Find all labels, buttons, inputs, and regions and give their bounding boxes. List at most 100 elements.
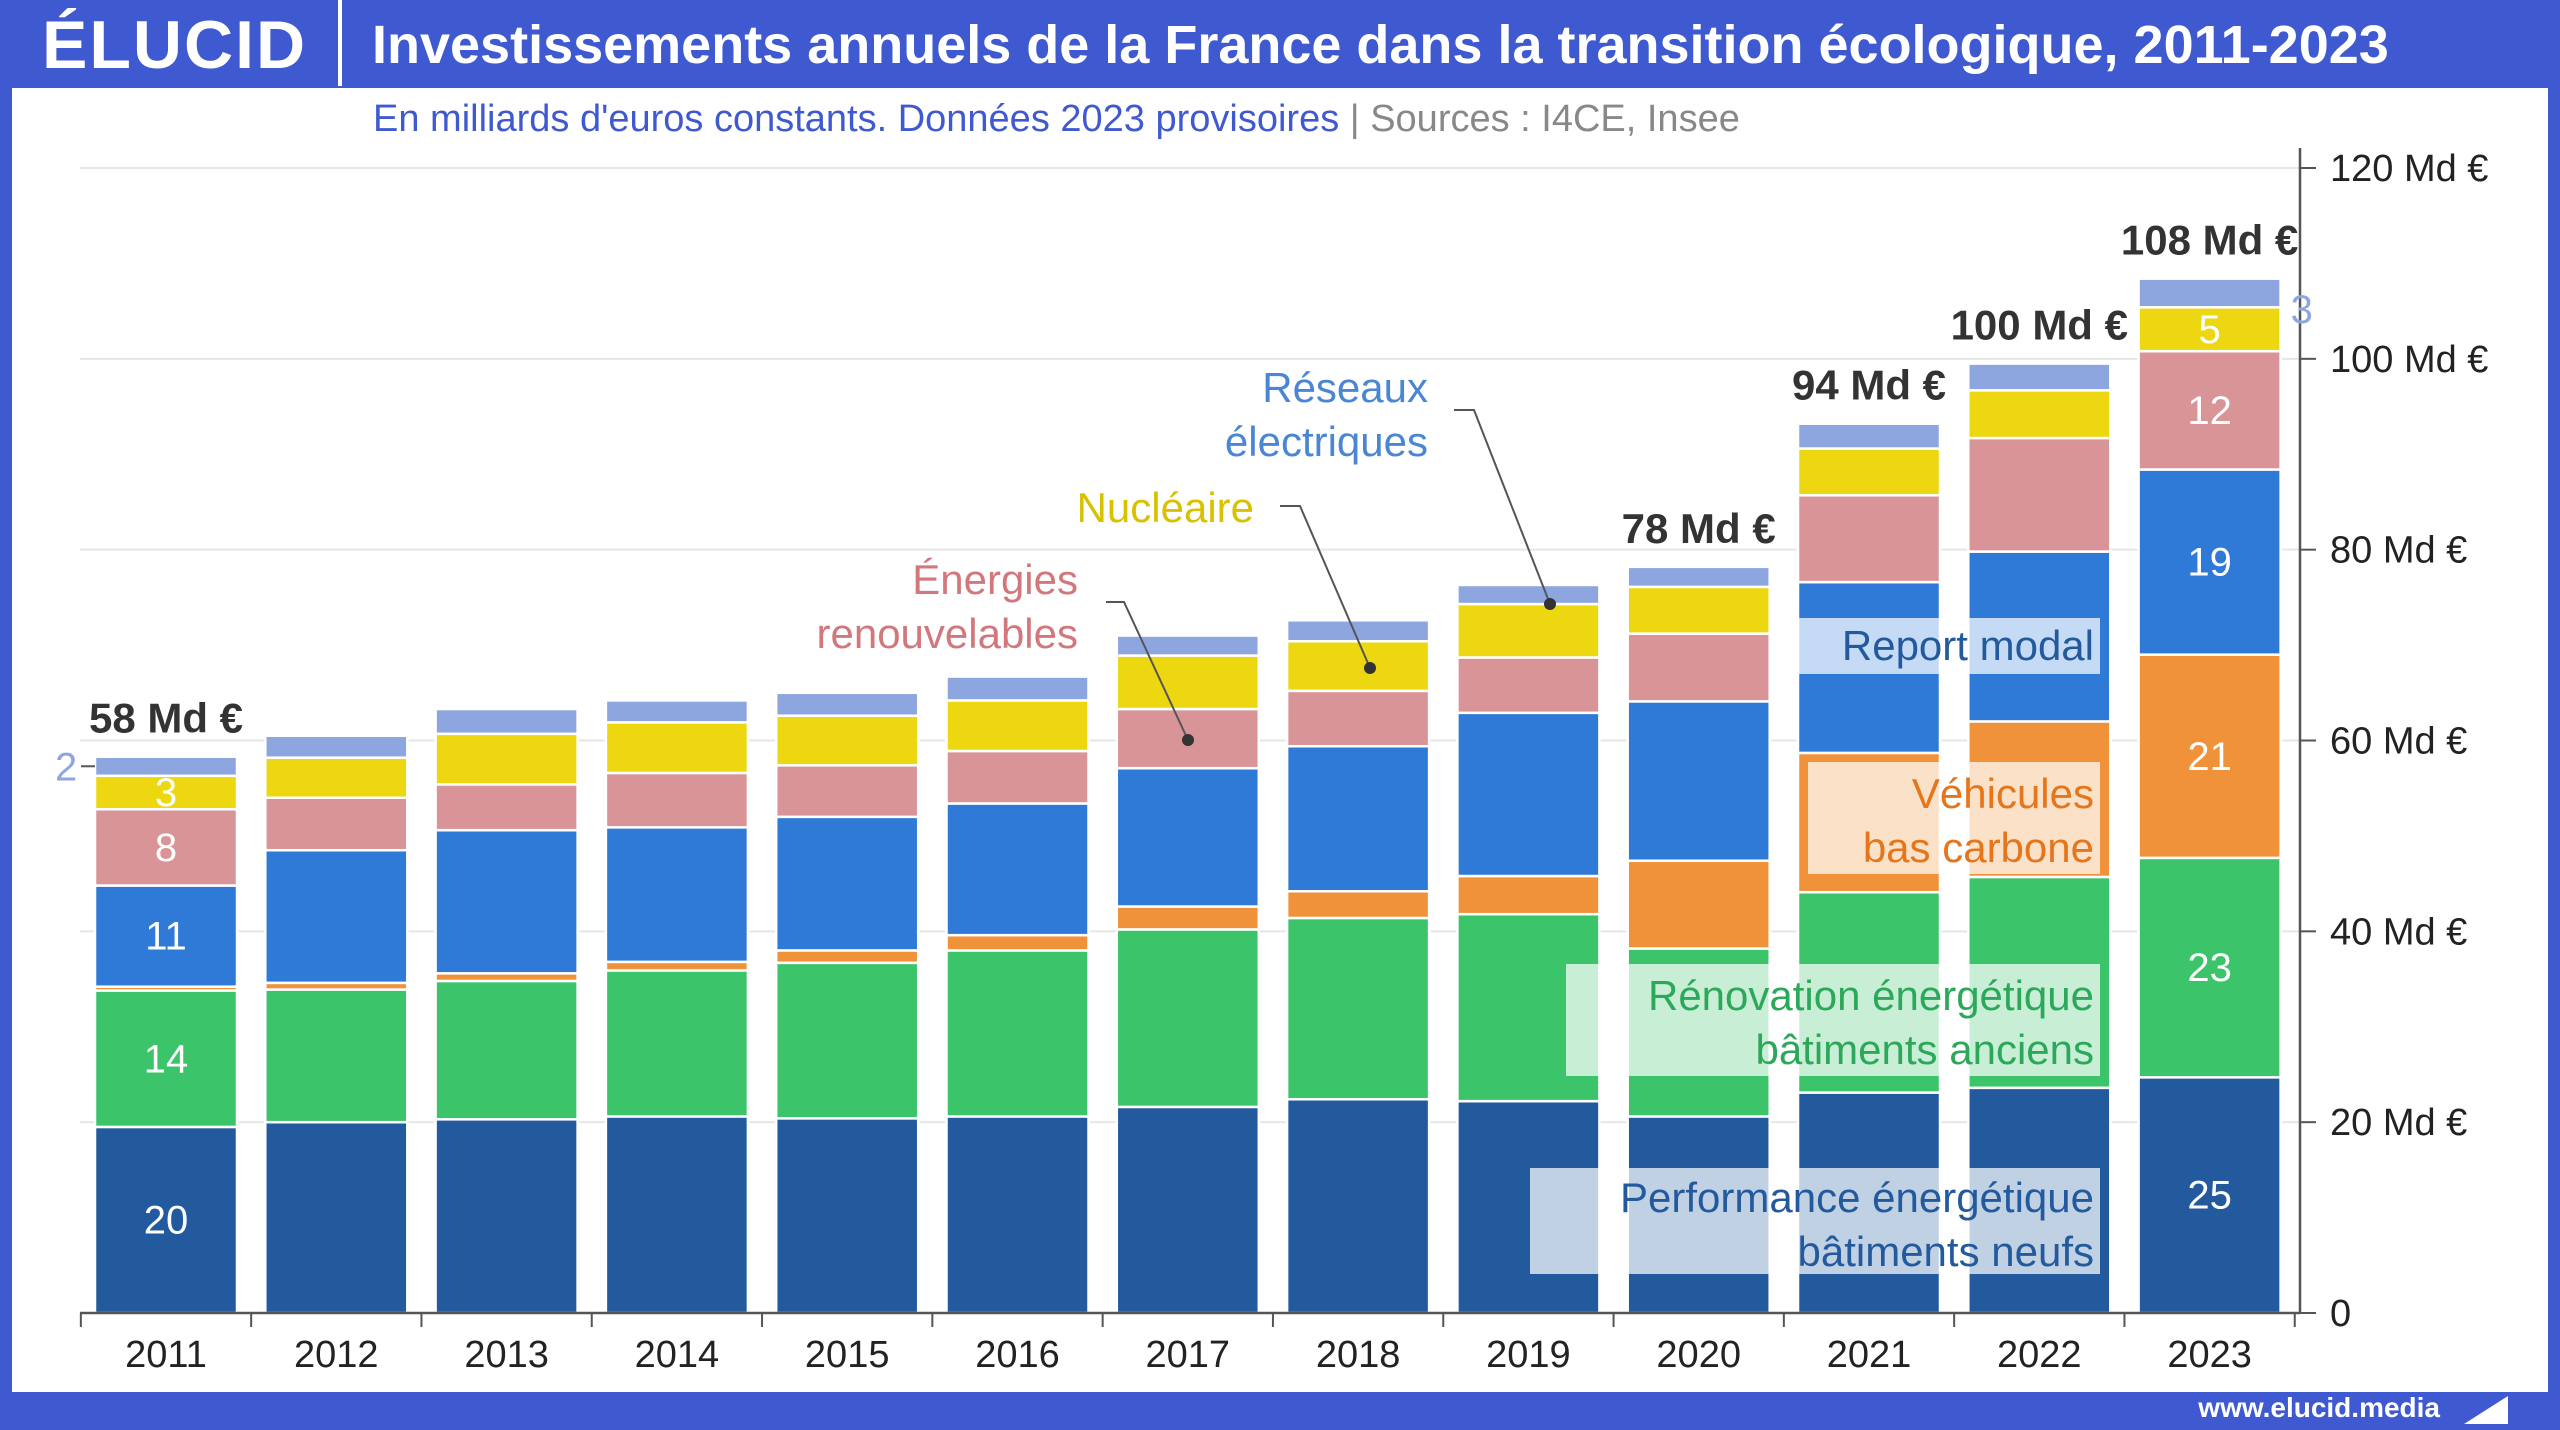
bar-segment-nucleaire-2013 xyxy=(434,732,579,786)
bar-segment-renovation-2016 xyxy=(945,949,1090,1118)
series-label-renovation: Rénovation énergétique xyxy=(1648,972,2094,1019)
bar-segment-perf_neufs-2023 xyxy=(2137,1076,2282,1315)
outside-label-2023: 3 xyxy=(2291,288,2313,332)
bar-segment-nucleaire-2020 xyxy=(1626,585,1771,635)
bar-segment-renouvelables-2018 xyxy=(1285,689,1431,748)
y-tick-label: 80 Md € xyxy=(2330,530,2467,572)
series-label-perf-neufs: bâtiments neufs xyxy=(1797,1228,2094,1275)
segment-label-nucleaire-2011: 3 xyxy=(155,771,177,815)
x-tick-label-2013: 2013 xyxy=(464,1334,549,1376)
footer-url[interactable]: www.elucid.media xyxy=(2198,1392,2440,1423)
bar-segment-renouvelables-2011 xyxy=(93,807,239,887)
bar-segment-report_modal-2019 xyxy=(1456,711,1601,878)
bar-segment-nucleaire-2018 xyxy=(1285,640,1431,693)
bar-segment-vehicules-2019 xyxy=(1456,874,1601,916)
bar-segment-renovation-2013 xyxy=(434,979,579,1121)
series-label-reseaux: électriques xyxy=(1225,418,1428,465)
footer-logo-mark xyxy=(2464,1396,2508,1424)
segment-label-nucleaire-2023: 5 xyxy=(2198,308,2220,352)
segment-label-renovation-2011: 14 xyxy=(144,1037,189,1081)
bar-segment-vehicules-2014 xyxy=(604,960,750,972)
bar-segment-reseaux-2016 xyxy=(945,675,1090,702)
leader-renouvelables xyxy=(1106,601,1189,741)
chart-subtitle: En milliards d'euros constants. Données … xyxy=(373,98,1740,141)
total-label-2023: 108 Md € xyxy=(2121,217,2298,264)
bar-segment-nucleaire-2011 xyxy=(93,774,239,811)
segment-label-renovation-2023: 23 xyxy=(2187,946,2232,990)
bar-segment-perf_neufs-2016 xyxy=(945,1115,1090,1315)
y-tick-label: 100 Md € xyxy=(2330,339,2488,381)
segment-label-renouvelables-2011: 8 xyxy=(155,826,177,870)
x-tick-label-2015: 2015 xyxy=(805,1334,890,1376)
bar-segment-report_modal-2023 xyxy=(2137,468,2282,656)
subtitle-sources: Sources : I4CE, Insee xyxy=(1370,98,1740,140)
bar-segment-renouvelables-2012 xyxy=(264,796,409,852)
bar-segment-renouvelables-2022 xyxy=(1967,436,2112,553)
total-label-2020: 78 Md € xyxy=(1622,505,1776,552)
bar-segment-perf_neufs-2013 xyxy=(434,1118,579,1315)
bar-segment-perf_neufs-2017 xyxy=(1115,1105,1261,1315)
bar-segment-report_modal-2020 xyxy=(1626,700,1771,862)
x-tick-label-2016: 2016 xyxy=(975,1334,1060,1376)
x-tick-label-2014: 2014 xyxy=(635,1334,720,1376)
total-label-2022: 100 Md € xyxy=(1951,302,2128,349)
series-label-renouvelables: renouvelables xyxy=(816,610,1078,657)
y-tick-label: 60 Md € xyxy=(2330,721,2467,763)
series-label-vehicules: Véhicules xyxy=(1912,770,2094,817)
bar-segment-reseaux-2015 xyxy=(774,691,920,717)
bar-segment-reseaux-2012 xyxy=(264,734,409,759)
bar-segment-nucleaire-2019 xyxy=(1456,602,1601,659)
bar-segment-reseaux-2023 xyxy=(2137,277,2282,309)
total-label-2011: 58 Md € xyxy=(89,695,243,742)
x-tick-label-2022: 2022 xyxy=(1997,1334,2082,1376)
bar-segment-reseaux-2022 xyxy=(1967,362,2112,392)
x-tick-label-2018: 2018 xyxy=(1316,1334,1401,1376)
bar-segment-report_modal-2013 xyxy=(434,828,579,975)
y-tick-label: 0 xyxy=(2330,1293,2351,1335)
x-tick-label-2011: 2011 xyxy=(125,1334,207,1376)
bar-segment-report_modal-2014 xyxy=(604,826,750,964)
segment-label-perf_neufs-2023: 25 xyxy=(2187,1174,2232,1218)
bar-segment-nucleaire-2021 xyxy=(1796,447,1942,497)
x-tick-label-2023: 2023 xyxy=(2167,1334,2252,1376)
bar-segment-vehicules-2020 xyxy=(1626,859,1771,950)
chart-title: Investissements annuels de la France dan… xyxy=(372,15,2389,75)
bar-segment-nucleaire-2015 xyxy=(774,714,920,767)
bar-segment-renovation-2012 xyxy=(264,988,409,1124)
bar-segment-report_modal-2012 xyxy=(264,848,409,985)
segment-label-report_modal-2023: 19 xyxy=(2187,541,2232,585)
bar-segment-reseaux-2019 xyxy=(1456,583,1601,606)
bar-segment-renovation-2018 xyxy=(1285,916,1431,1101)
bar-segment-renouvelables-2015 xyxy=(774,764,920,819)
elucid-logo[interactable]: ÉLUCID xyxy=(42,7,308,83)
leader-reseaux xyxy=(1454,409,1551,605)
label-bg-renovation xyxy=(1566,964,2100,1076)
subtitle-separator: | xyxy=(1349,98,1360,140)
label-bg-report-modal xyxy=(1796,618,2100,674)
x-tick-label-2020: 2020 xyxy=(1656,1334,1741,1376)
bar-segment-nucleaire-2017 xyxy=(1115,654,1261,711)
series-label-reseaux: Réseaux xyxy=(1262,364,1428,411)
bar-segment-reseaux-2013 xyxy=(434,707,579,736)
label-bg-perf-neufs xyxy=(1530,1168,2100,1274)
bar-segment-vehicules-2015 xyxy=(774,949,920,965)
bar-segment-report_modal-2016 xyxy=(945,802,1090,937)
bar-segment-renouvelables-2023 xyxy=(2137,349,2282,471)
bar-segment-renovation-2017 xyxy=(1115,928,1261,1109)
bar-segment-perf_neufs-2015 xyxy=(774,1117,920,1315)
bar-segment-renouvelables-2016 xyxy=(945,749,1090,805)
leader-renouvelables-dot xyxy=(1182,734,1194,746)
x-tick-label-2019: 2019 xyxy=(1486,1334,1571,1376)
bar-segment-renovation-2023 xyxy=(2137,856,2282,1079)
leader-reseaux-dot xyxy=(1544,598,1556,610)
bar-segment-nucleaire-2012 xyxy=(264,756,409,799)
label-bg-vehicules xyxy=(1808,762,2100,874)
bar-segment-renovation-2014 xyxy=(604,969,750,1118)
bar-segment-perf_neufs-2012 xyxy=(264,1120,409,1315)
y-tick-label: 40 Md € xyxy=(2330,911,2467,953)
series-label-vehicules: bas carbone xyxy=(1863,824,2094,871)
bar-segment-renovation-2011 xyxy=(93,989,239,1129)
segment-label-renouvelables-2023: 12 xyxy=(2187,389,2232,433)
y-tick-label: 20 Md € xyxy=(2330,1102,2467,1144)
